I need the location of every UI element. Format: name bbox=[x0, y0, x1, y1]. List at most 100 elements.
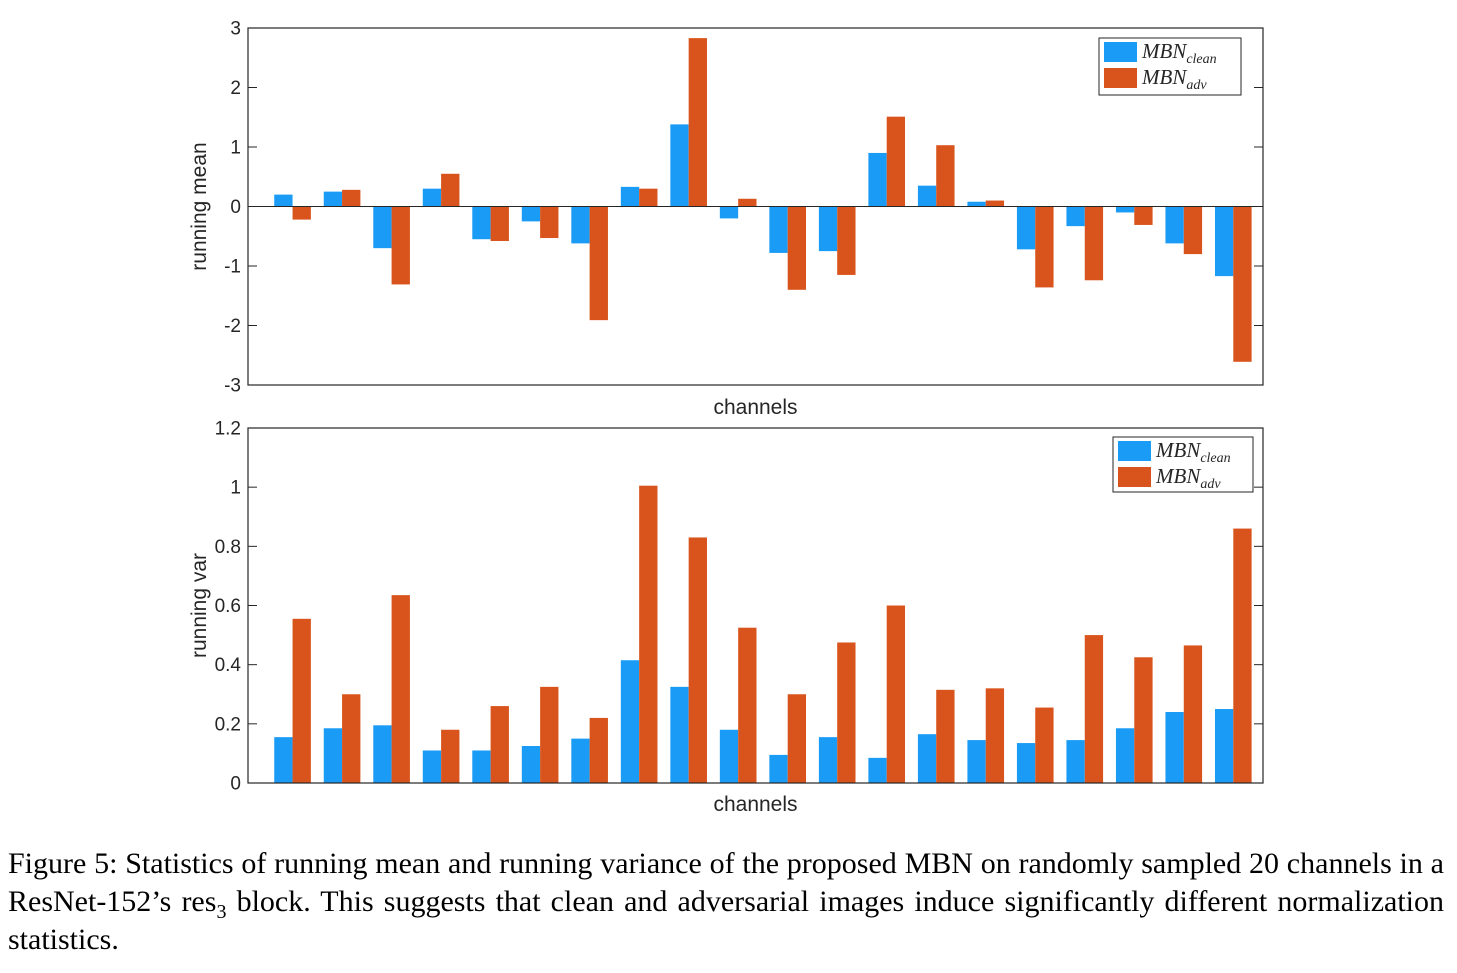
bar-clean-5 bbox=[472, 750, 491, 783]
caption-subscript: 3 bbox=[216, 901, 227, 923]
x-axis-label: channels bbox=[713, 396, 797, 419]
legend-entry-subscript: adv bbox=[1200, 477, 1221, 492]
bar-clean-6 bbox=[521, 206, 541, 222]
bar-adv-1 bbox=[292, 618, 311, 783]
bar-adv-16 bbox=[1035, 206, 1054, 288]
legend-entry-subscript: clean bbox=[1200, 451, 1230, 466]
bar-adv-18 bbox=[1134, 206, 1153, 225]
bar-adv-12 bbox=[837, 642, 856, 783]
bar-clean-17 bbox=[1066, 206, 1085, 227]
bar-adv-11 bbox=[787, 206, 806, 290]
bar-clean-13 bbox=[868, 757, 887, 783]
legend-swatch-clean bbox=[1104, 42, 1137, 62]
bar-adv-11 bbox=[787, 694, 806, 783]
bar-clean-4 bbox=[422, 188, 442, 207]
bar-clean-15 bbox=[967, 740, 986, 783]
bar-clean-2 bbox=[323, 191, 343, 207]
bar-clean-7 bbox=[571, 206, 590, 244]
bar-clean-10 bbox=[719, 729, 739, 783]
y-tick-label: 1.2 bbox=[215, 419, 241, 440]
bar-adv-13 bbox=[886, 116, 906, 207]
legend-entry-adv: MBNadv bbox=[1155, 464, 1221, 492]
bar-clean-14 bbox=[917, 734, 937, 783]
bar-adv-14 bbox=[936, 145, 955, 207]
bar-clean-11 bbox=[769, 206, 788, 253]
legend-entry-clean: MBNclean bbox=[1155, 438, 1231, 466]
bar-clean-17 bbox=[1066, 740, 1085, 783]
y-tick-label: -3 bbox=[224, 376, 241, 397]
bar-adv-8 bbox=[639, 188, 658, 207]
legend-entry-name: MBN bbox=[1141, 65, 1187, 89]
bar-adv-18 bbox=[1134, 657, 1153, 783]
bar-adv-5 bbox=[490, 206, 509, 242]
bar-clean-18 bbox=[1115, 206, 1135, 213]
bar-adv-4 bbox=[441, 173, 460, 207]
chart-1: 3 2 1 0 -1 -2 -3 channels running mean MBNcleanMB… bbox=[188, 19, 1264, 419]
y-tick-label: 0.2 bbox=[215, 714, 241, 735]
bar-adv-7 bbox=[589, 717, 608, 783]
y-tick-label: 1 bbox=[230, 478, 241, 499]
x-axis-label: channels bbox=[713, 793, 797, 816]
bar-clean-10 bbox=[719, 206, 739, 219]
bar-adv-20 bbox=[1233, 206, 1252, 362]
bar-clean-8 bbox=[620, 660, 640, 783]
bar-clean-4 bbox=[422, 750, 442, 783]
bar-clean-5 bbox=[472, 206, 491, 240]
legend-swatch-adv bbox=[1104, 68, 1137, 88]
bar-adv-13 bbox=[886, 605, 906, 783]
bar-adv-2 bbox=[342, 694, 361, 783]
legend-entry-adv: MBNadv bbox=[1141, 65, 1207, 93]
bar-clean-20 bbox=[1214, 709, 1234, 783]
bar-clean-9 bbox=[670, 686, 689, 783]
bar-clean-19 bbox=[1165, 712, 1184, 783]
bar-clean-1 bbox=[274, 737, 293, 783]
bar-clean-3 bbox=[373, 725, 392, 783]
bar-adv-1 bbox=[292, 206, 311, 220]
y-tick-label: 0.4 bbox=[215, 655, 242, 676]
y-tick-label: 1 bbox=[230, 138, 241, 159]
y-tick-label: 3 bbox=[230, 19, 241, 40]
y-axis-label: running mean bbox=[188, 142, 211, 270]
bar-adv-15 bbox=[985, 688, 1005, 783]
bar-clean-18 bbox=[1115, 728, 1135, 783]
bar-adv-17 bbox=[1084, 635, 1104, 783]
bar-clean-3 bbox=[373, 206, 392, 249]
bar-adv-12 bbox=[837, 206, 856, 275]
bar-clean-15 bbox=[967, 201, 986, 207]
bar-adv-8 bbox=[639, 485, 658, 783]
bar-clean-1 bbox=[274, 194, 293, 207]
bar-adv-20 bbox=[1233, 528, 1252, 783]
y-tick-label: 0 bbox=[230, 774, 241, 795]
bar-clean-16 bbox=[1016, 743, 1036, 783]
y-axis-label: running var bbox=[188, 553, 211, 658]
bar-adv-4 bbox=[441, 729, 460, 783]
bar-clean-16 bbox=[1016, 206, 1036, 250]
caption-text-end: block. This suggests that clean and adve… bbox=[8, 885, 1445, 956]
bar-adv-2 bbox=[342, 189, 361, 207]
bar-adv-3 bbox=[391, 595, 410, 783]
bar-clean-14 bbox=[917, 185, 937, 207]
y-tick-label: 2 bbox=[230, 78, 241, 99]
y-tick-label: 0.6 bbox=[215, 596, 241, 617]
bar-adv-16 bbox=[1035, 707, 1054, 783]
legend-entry-name: MBN bbox=[1141, 39, 1187, 63]
legend-entry-clean: MBNclean bbox=[1141, 39, 1217, 67]
legend-entry-subscript: clean bbox=[1186, 52, 1216, 67]
bar-adv-15 bbox=[985, 200, 1005, 207]
bar-adv-7 bbox=[589, 206, 608, 321]
bar-adv-5 bbox=[490, 706, 509, 783]
bar-adv-6 bbox=[540, 206, 559, 239]
bar-adv-6 bbox=[540, 686, 559, 783]
bar-adv-3 bbox=[391, 206, 410, 285]
bar-clean-2 bbox=[323, 728, 343, 783]
bar-clean-19 bbox=[1165, 206, 1184, 244]
bar-adv-17 bbox=[1084, 206, 1104, 281]
bar-adv-19 bbox=[1183, 645, 1203, 783]
legend-swatch-clean bbox=[1118, 441, 1151, 461]
bar-adv-9 bbox=[688, 537, 707, 783]
bar-adv-10 bbox=[738, 627, 757, 783]
caption-text-start: Figure 5: Statistics of running mean and… bbox=[8, 847, 1444, 918]
